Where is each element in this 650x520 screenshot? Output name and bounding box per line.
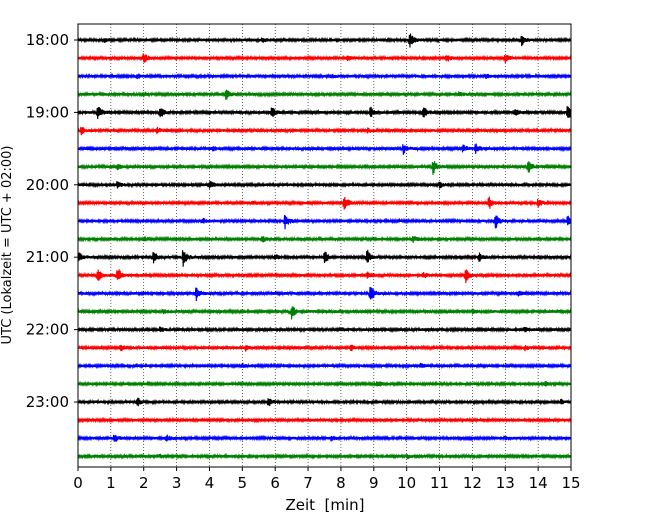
x-tick-label: 9 — [369, 474, 379, 492]
y-tick-label: 23:00 — [26, 393, 69, 411]
x-tick-label: 8 — [336, 474, 346, 492]
trace-2330 — [77, 434, 572, 442]
trace-2245 — [77, 380, 572, 388]
x-tick-label: 13 — [496, 474, 515, 492]
x-axis-label: Zeit [min] — [285, 496, 364, 514]
x-tick-label: 3 — [172, 474, 182, 492]
x-tick-label: 10 — [397, 474, 416, 492]
x-tick-label: 1 — [106, 474, 116, 492]
trace-1800 — [77, 33, 572, 48]
trace-1930 — [77, 143, 572, 155]
x-tick-label: 12 — [463, 474, 482, 492]
trace-2100 — [77, 249, 572, 267]
x-tick-label: 5 — [238, 474, 248, 492]
vertical-grid — [110, 24, 539, 467]
x-axis-ticks: 0 1 2 3 4 5 6 7 8 9 10 11 12 13 14 15 — [73, 467, 581, 492]
x-tick-label: 7 — [303, 474, 313, 492]
y-tick-label: 18:00 — [26, 31, 69, 49]
trace-1915 — [77, 126, 572, 136]
x-tick-label: 0 — [73, 474, 83, 492]
x-tick-label: 15 — [561, 474, 580, 492]
trace-1830 — [77, 72, 572, 80]
y-axis-label: UTC (Lokalzeit = UTC + 02:00) — [0, 146, 15, 345]
x-tick-label: 14 — [529, 474, 548, 492]
plot-frame — [77, 23, 572, 468]
trace-2015 — [77, 196, 572, 210]
trace-2115 — [77, 269, 572, 284]
y-axis-ticks: 18:00 19:00 20:00 21:00 22:00 23:00 — [26, 31, 78, 411]
trace-2130 — [77, 287, 572, 302]
x-tick-label: 6 — [270, 474, 280, 492]
trace-2300 — [77, 397, 572, 407]
traces — [77, 33, 572, 460]
y-tick-label: 22:00 — [26, 321, 69, 339]
y-tick-label: 19:00 — [26, 103, 69, 121]
trace-2145 — [77, 306, 572, 320]
trace-2045 — [77, 235, 572, 243]
trace-1900 — [77, 106, 572, 120]
trace-1845 — [77, 89, 572, 101]
trace-1945 — [77, 161, 572, 175]
x-tick-label: 2 — [139, 474, 149, 492]
trace-2230 — [77, 362, 572, 370]
y-tick-label: 21:00 — [26, 248, 69, 266]
x-tick-label: 4 — [205, 474, 215, 492]
trace-2000 — [77, 180, 572, 189]
trace-2030 — [77, 215, 572, 230]
trace-2200 — [77, 326, 572, 334]
trace-2345 — [77, 452, 572, 460]
trace-2315 — [77, 416, 572, 424]
y-tick-label: 20:00 — [26, 176, 69, 194]
trace-2215 — [77, 344, 572, 352]
trace-1815 — [77, 53, 572, 64]
x-tick-label: 11 — [430, 474, 449, 492]
